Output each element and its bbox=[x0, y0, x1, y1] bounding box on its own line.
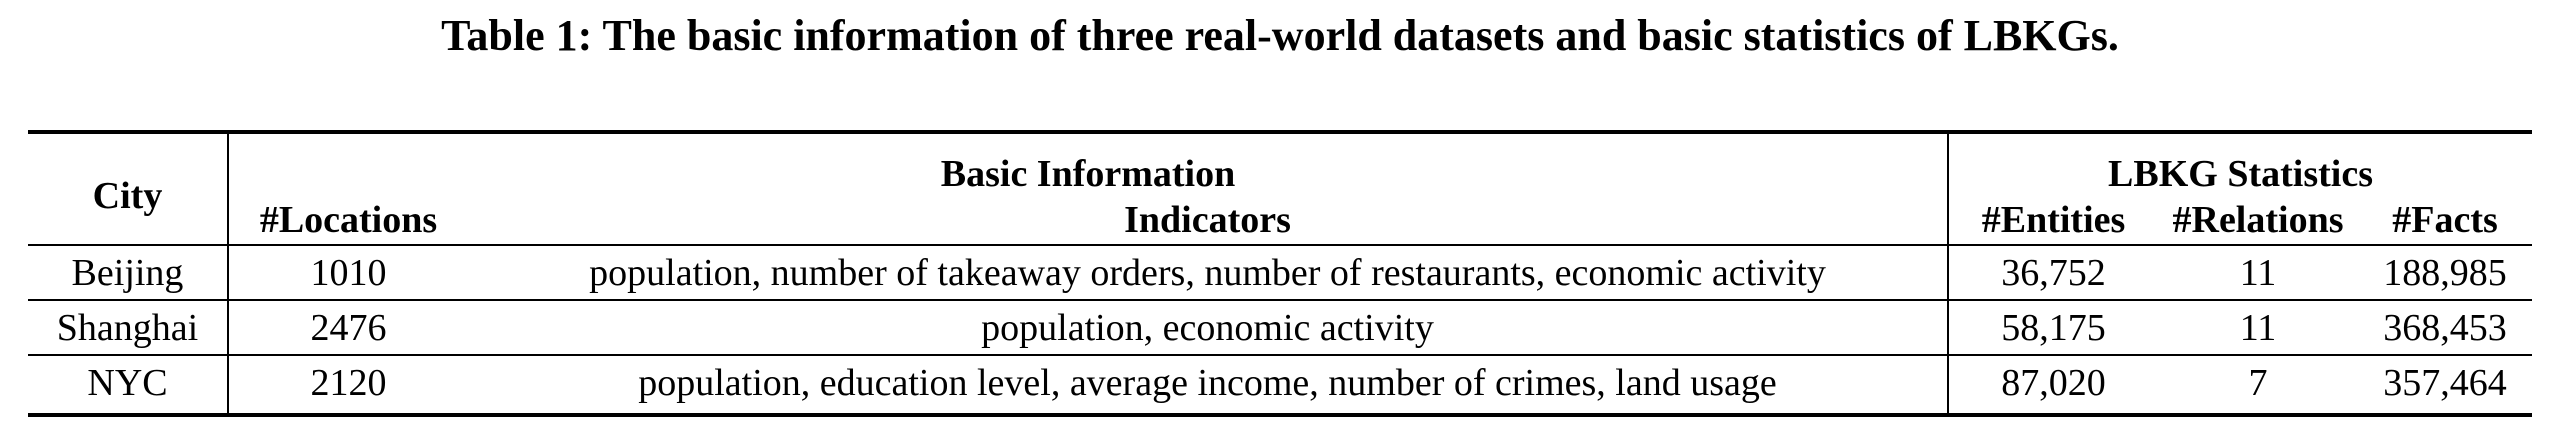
cell-relations: 11 bbox=[2158, 244, 2358, 301]
table-row: Beijing 1010 population, number of takea… bbox=[28, 244, 2532, 301]
header-relations: #Relations bbox=[2172, 199, 2344, 241]
header-indicators: Indicators bbox=[468, 196, 1949, 245]
table-row: Shanghai 2476 population, economic activ… bbox=[28, 300, 2532, 356]
header-lbkg-statistics: LBKG Statistics bbox=[2108, 153, 2373, 195]
header-facts: #Facts bbox=[2392, 199, 2498, 241]
cell-city: NYC bbox=[28, 355, 229, 415]
cell-indicators: population, education level, average inc… bbox=[468, 355, 1949, 415]
cell-locations: 1010 bbox=[228, 244, 468, 301]
cell-facts: 357,464 bbox=[2383, 361, 2507, 404]
cell-indicators: population, number of takeaway orders, n… bbox=[468, 244, 1949, 301]
cell-locations: 2120 bbox=[310, 361, 387, 404]
table-caption: Table 1: The basic information of three … bbox=[441, 11, 2119, 60]
cell-city: Shanghai bbox=[28, 300, 229, 356]
cell-indicators: population, economic activity bbox=[468, 300, 1949, 356]
cell-relations: 7 bbox=[2248, 361, 2268, 404]
header-locations: #Locations bbox=[259, 199, 438, 241]
cell-facts: 368,453 bbox=[2358, 300, 2532, 356]
header-basic-information: Basic Information bbox=[228, 132, 1949, 196]
cell-relations: 11 bbox=[2158, 300, 2358, 356]
header-entities: #Entities bbox=[1981, 199, 2126, 241]
datasets-table: City Basic Information LBKG Statistics #… bbox=[28, 130, 2532, 417]
table-row: NYC 2120 population, education level, av… bbox=[28, 355, 2532, 415]
cell-city: Beijing bbox=[28, 244, 229, 301]
cell-entities: 58,175 bbox=[1948, 300, 2158, 356]
header-city: City bbox=[28, 132, 229, 245]
cell-entities: 87,020 bbox=[2001, 361, 2106, 404]
cell-facts: 188,985 bbox=[2358, 244, 2532, 301]
cell-locations: 2476 bbox=[228, 300, 468, 356]
cell-entities: 36,752 bbox=[1948, 244, 2158, 301]
